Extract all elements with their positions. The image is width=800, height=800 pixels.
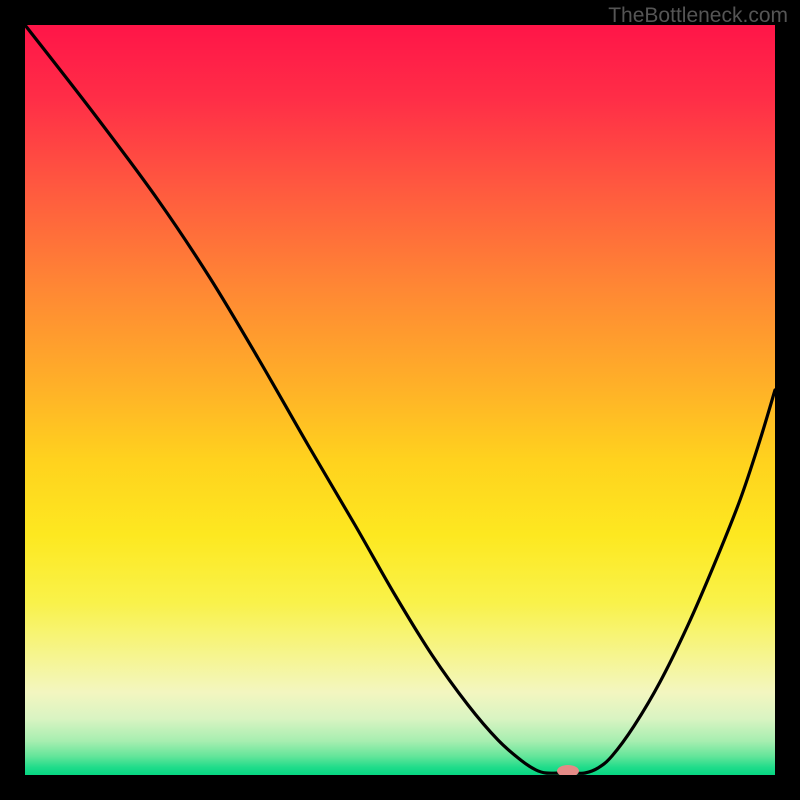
optimal-marker (557, 765, 579, 777)
bottleneck-chart (0, 0, 800, 800)
gradient-background (25, 25, 775, 775)
